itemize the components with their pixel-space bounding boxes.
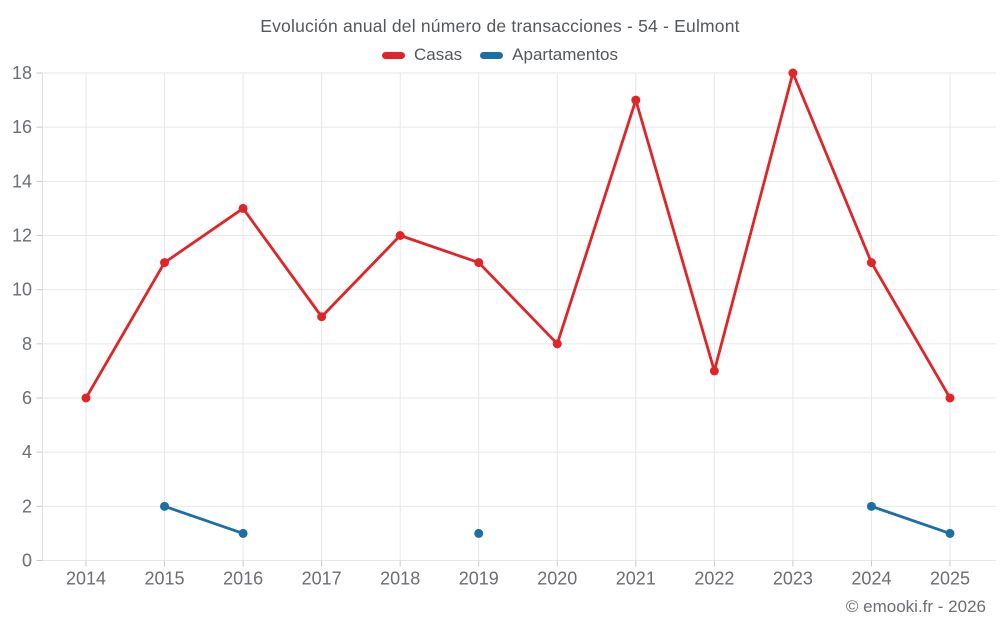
copyright-text: © emooki.fr - 2026: [845, 597, 986, 616]
y-tick-label: 4: [22, 442, 32, 462]
x-tick-label: 2019: [459, 569, 499, 589]
x-tick-label: 2016: [223, 569, 263, 589]
point-casas-2023[interactable]: [788, 68, 798, 78]
y-tick-label: 12: [12, 226, 32, 246]
point-casas-2015[interactable]: [160, 258, 170, 268]
point-casas-2021[interactable]: [631, 95, 641, 105]
chart-legend: Casas Apartamentos: [0, 45, 1000, 65]
point-casas-2016[interactable]: [238, 203, 248, 213]
y-tick-label: 18: [12, 63, 32, 83]
legend-swatch-apartamentos: [480, 51, 504, 59]
legend-item-apartamentos[interactable]: Apartamentos: [480, 45, 618, 65]
point-apartamentos-2015[interactable]: [160, 501, 170, 511]
point-casas-2022[interactable]: [709, 366, 719, 376]
x-tick-label: 2015: [145, 569, 185, 589]
point-apartamentos-2016[interactable]: [238, 528, 248, 538]
x-tick-label: 2017: [302, 569, 342, 589]
legend-label-casas: Casas: [413, 45, 463, 64]
point-apartamentos-2019[interactable]: [474, 528, 484, 538]
point-casas-2017[interactable]: [317, 312, 327, 322]
x-tick-label: 2018: [380, 569, 420, 589]
x-tick-label: 2022: [694, 569, 734, 589]
legend-swatch-casas: [381, 51, 405, 59]
x-tick-label: 2023: [773, 569, 813, 589]
y-tick-label: 8: [22, 334, 32, 354]
legend-label-apartamentos: Apartamentos: [512, 45, 619, 64]
point-casas-2014[interactable]: [81, 393, 91, 403]
point-casas-2025[interactable]: [945, 393, 955, 403]
point-apartamentos-2025[interactable]: [945, 528, 955, 538]
x-tick-label: 2025: [930, 569, 970, 589]
y-tick-label: 2: [22, 496, 32, 516]
point-casas-2019[interactable]: [474, 258, 484, 268]
series-line-apartamentos: [870, 504, 952, 535]
y-tick-label: 6: [22, 388, 32, 408]
series-line-apartamentos: [163, 504, 245, 535]
x-tick-label: 2021: [616, 569, 656, 589]
point-casas-2024[interactable]: [866, 258, 876, 268]
y-tick-label: 16: [12, 117, 32, 137]
point-casas-2018[interactable]: [395, 231, 405, 240]
chart-title: Evolución anual del número de transaccio…: [260, 16, 740, 36]
y-tick-label: 10: [12, 280, 32, 300]
x-tick-label: 2014: [66, 569, 106, 589]
x-tick-label: 2024: [851, 569, 891, 589]
y-tick-label: 14: [12, 171, 32, 191]
x-tick-label: 2020: [537, 569, 577, 589]
series-line-casas: [84, 71, 952, 400]
y-tick-label: 0: [22, 551, 32, 571]
legend-item-casas[interactable]: Casas: [381, 45, 463, 65]
point-casas-2020[interactable]: [552, 339, 562, 349]
point-apartamentos-2024[interactable]: [866, 501, 876, 511]
